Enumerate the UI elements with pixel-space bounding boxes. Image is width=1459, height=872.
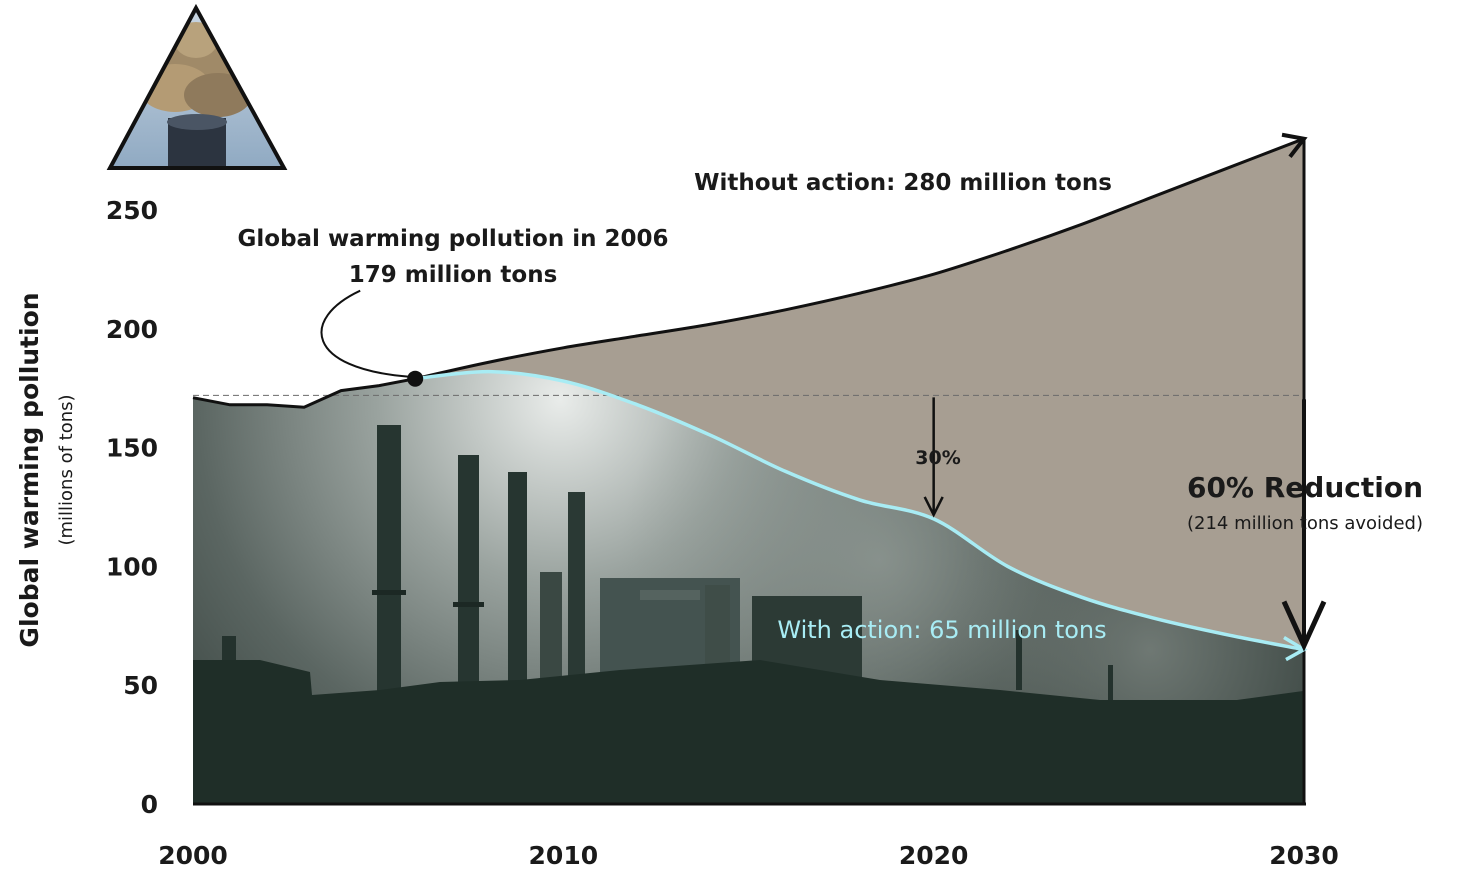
with-action-line <box>415 369 1305 652</box>
y-axis-ticks: 0 50 100 150 200 250 <box>106 196 158 819</box>
annotation-60-reduction: 60% Reduction <box>1187 471 1423 504</box>
point-2006 <box>407 370 424 387</box>
pct30-arrowhead <box>923 496 944 518</box>
y-axis-subtitle: (millions of tons) <box>56 394 77 545</box>
smokestack-1 <box>377 425 401 695</box>
x-tick-label: 2010 <box>529 841 599 870</box>
annotation-tons-avoided: (214 million tons avoided) <box>1187 513 1423 534</box>
annotation-2006-line1: Global warming pollution in 2006 <box>238 226 669 252</box>
y-tick-label: 250 <box>106 196 158 225</box>
x-tick-label: 2030 <box>1269 841 1339 870</box>
smokestack-triangle-icon <box>106 3 288 170</box>
y-tick-label: 0 <box>141 790 158 819</box>
annotation-without-action: Without action: 280 million tons <box>694 170 1112 196</box>
y-axis-title: Global warming pollution <box>15 292 44 647</box>
y-tick-label: 150 <box>106 434 158 463</box>
without-action-arrowhead <box>1281 132 1308 158</box>
y-tick-label: 200 <box>106 315 158 344</box>
x-axis-ticks: 2000 2010 2020 2030 <box>158 841 1339 870</box>
annotation-with-action: With action: 65 million tons <box>777 616 1106 644</box>
reduction-wedge <box>415 138 1304 650</box>
smokestack-3 <box>508 472 527 692</box>
x-tick-label: 2000 <box>158 841 228 870</box>
without-action-line <box>414 137 1305 381</box>
historical-line <box>192 377 416 409</box>
smokestack-2 <box>458 455 479 695</box>
x-tick-label: 2020 <box>899 841 969 870</box>
annotation-30-percent: 30% <box>915 447 960 469</box>
pointer-2006-curve <box>320 289 410 378</box>
reduction-arrowhead <box>1281 600 1327 652</box>
annotation-2006-line2: 179 million tons <box>349 262 558 288</box>
y-tick-label: 100 <box>106 552 158 581</box>
y-tick-label: 50 <box>123 671 158 700</box>
smokestack-4 <box>568 492 585 692</box>
